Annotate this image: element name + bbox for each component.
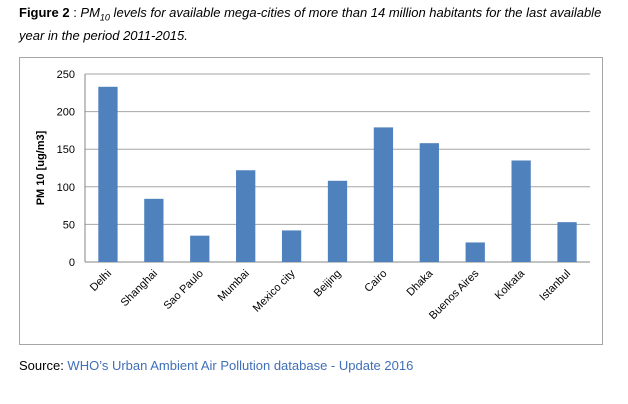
bar	[511, 160, 531, 262]
y-tick-label: 200	[57, 107, 75, 119]
x-tick-label: Delhi	[88, 268, 114, 294]
bar	[144, 198, 164, 262]
source-label: Source:	[19, 358, 68, 373]
x-tick-label: Istanbul	[537, 268, 573, 304]
source-note: Source: WHO’s Urban Ambient Air Pollutio…	[19, 358, 413, 373]
bar	[557, 222, 577, 262]
caption-pm-subscript: 10	[99, 12, 110, 23]
source-text: WHO’s Urban Ambient Air Pollution databa…	[67, 358, 414, 373]
bar	[373, 127, 394, 262]
y-tick-label: 50	[63, 219, 75, 231]
x-tick-label: Shanghai	[119, 268, 160, 309]
bar	[327, 180, 348, 262]
bar	[465, 242, 485, 262]
y-tick-label: 250	[57, 69, 75, 81]
y-axis-title: PM 10 [ug/m3]	[35, 130, 47, 205]
bar	[190, 235, 210, 262]
bar	[98, 86, 118, 262]
y-tick-label: 0	[69, 257, 75, 269]
caption-text: levels for available mega-cities of more…	[19, 5, 602, 43]
bar	[236, 170, 256, 262]
caption-separator: :	[69, 5, 81, 20]
bar	[281, 230, 302, 262]
figure-caption: Figure 2 : PM10 levels for available meg…	[19, 4, 619, 45]
bar	[419, 143, 439, 262]
x-tick-label: Mumbai	[216, 268, 252, 304]
x-tick-label: Mexico city	[251, 267, 298, 314]
x-tick-label: Sao Paulo	[162, 268, 206, 312]
figure-label: Figure 2	[19, 5, 70, 20]
chart-frame: 0 50 100 150 200 250 PM 10 [ug/m3] Delhi Shangha…	[19, 57, 603, 345]
y-tick-label: 100	[57, 182, 75, 194]
bar-chart: 0 50 100 150 200 250 PM 10 [ug/m3] Delhi Shangha…	[35, 69, 590, 322]
x-tick-label: Kolkata	[493, 267, 528, 302]
caption-pm-base: PM	[80, 5, 100, 20]
x-tick-label: Cairo	[362, 268, 389, 295]
y-tick-label: 150	[57, 144, 75, 156]
x-tick-label: Dhaka	[404, 267, 436, 299]
x-tick-label: Buenos Aires	[427, 267, 482, 322]
x-tick-label: Beijing	[312, 268, 344, 300]
